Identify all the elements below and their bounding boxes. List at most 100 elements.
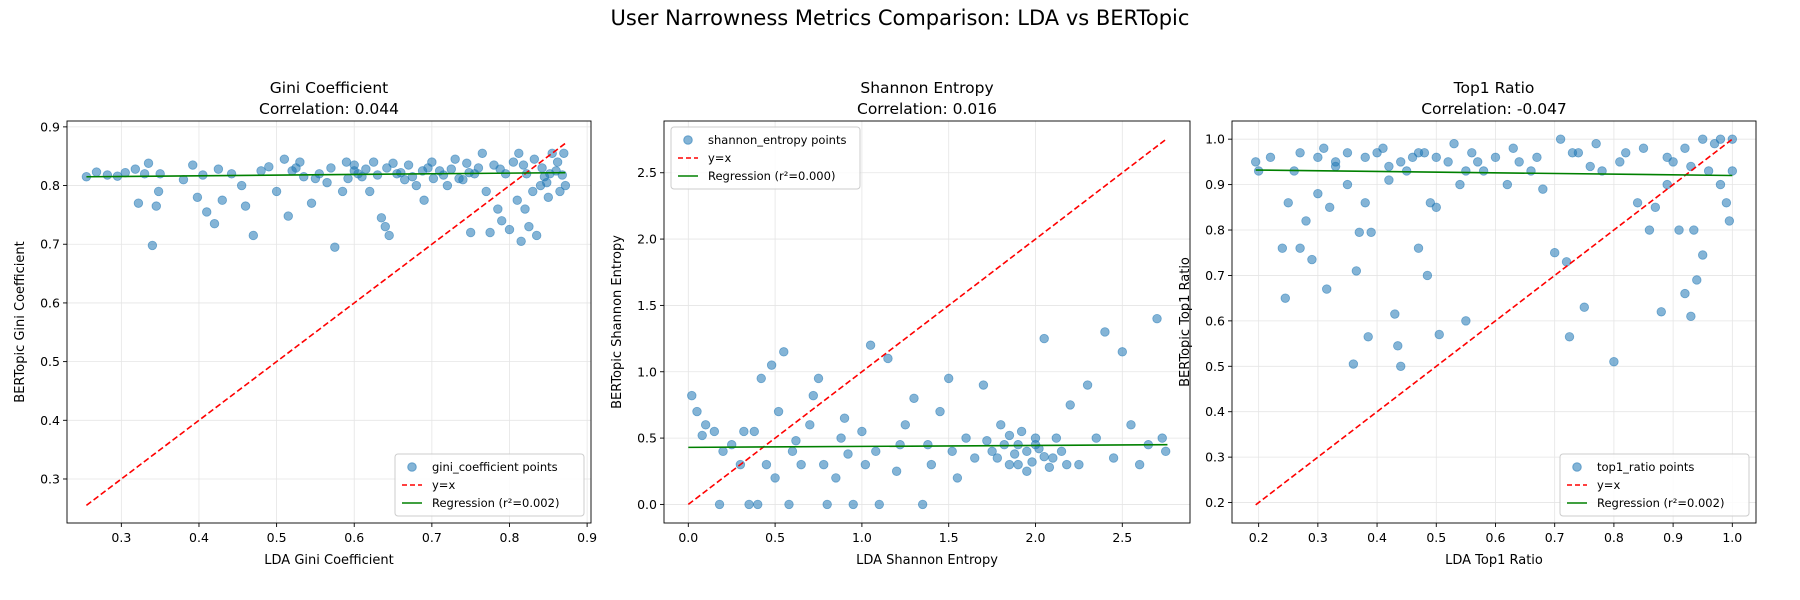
shannon-data-point <box>1051 433 1062 443</box>
top1-x-tick-label: 0.8 <box>1604 530 1624 545</box>
shannon-data-point <box>1152 313 1162 324</box>
gini-data-point <box>279 154 290 164</box>
gini-data-point <box>529 154 540 164</box>
gini-y-axis-label: BERTopic Gini Coefficient <box>13 241 28 402</box>
shannon-data-point <box>1013 440 1023 450</box>
shannon-data-point <box>1016 426 1027 437</box>
top1-data-point <box>1378 143 1388 153</box>
gini-data-point <box>240 201 251 211</box>
gini-data-point <box>384 230 394 241</box>
top1-data-point <box>1579 302 1589 312</box>
top1-data-point <box>1478 166 1489 176</box>
shannon-data-point <box>1065 400 1075 410</box>
gini-data-point <box>521 169 532 179</box>
gini-data-point <box>520 204 530 214</box>
top1-data-point <box>1573 148 1584 158</box>
shannon-axes-frame <box>663 120 1191 524</box>
shannon-data-point <box>891 466 902 476</box>
gini-data-point <box>516 236 526 247</box>
shannon-legend: shannon_entropy points y=x Regression (r²=… <box>670 126 861 190</box>
shannon-data-point <box>839 413 850 423</box>
top1-data-point <box>1532 152 1542 163</box>
gini-data-point <box>518 160 529 170</box>
top1-x-tick-label: 1.0 <box>1722 530 1742 545</box>
shannon-data-point <box>1134 459 1145 470</box>
top1-data-point <box>1322 284 1332 294</box>
shannon-data-point <box>1004 459 1015 470</box>
gini-data-point <box>419 195 429 205</box>
shannon-x-tick-label: 1.5 <box>939 530 959 545</box>
top1-data-point <box>1724 216 1735 226</box>
gini-data-point <box>143 158 154 168</box>
shannon-title: Shannon Entropy <box>860 79 993 97</box>
shannon-data-point <box>923 440 933 450</box>
shannon-data-point <box>992 453 1003 463</box>
gini-data-point <box>256 166 266 176</box>
gini-data-point <box>295 157 305 167</box>
shannon-correlation: Correlation: 0.016 <box>857 100 997 118</box>
top1-data-point <box>1307 254 1317 265</box>
gini-data-point <box>545 169 555 179</box>
top1-data-point <box>1348 359 1359 369</box>
shannon-data-point <box>718 446 728 457</box>
top1-data-point <box>1680 143 1690 153</box>
gini-data-point <box>497 216 507 226</box>
top1-data-point <box>1689 225 1699 235</box>
gini-plot-area <box>81 142 571 507</box>
top1-data-point <box>1384 175 1394 185</box>
figure-title: User Narrowness Metrics Comparison: LDA … <box>610 6 1190 30</box>
top1-y-tick-label: 0.8 <box>1205 223 1225 238</box>
gini-identity-line <box>85 142 566 507</box>
top1-x-tick-label: 0.2 <box>1249 530 1269 545</box>
gini-x-tick-label: 0.6 <box>344 530 364 545</box>
shannon-y-tick-label: 1.0 <box>637 364 657 379</box>
gini-legend-label: y=x <box>432 478 455 492</box>
shannon-data-point <box>987 446 997 457</box>
top1-data-point <box>1461 316 1471 326</box>
shannon-data-point <box>900 420 911 430</box>
gini-data-point <box>306 198 317 208</box>
shannon-x-tick-label: 2.5 <box>1112 530 1132 545</box>
gini-legend-marker-points <box>407 462 417 472</box>
top1-data-point <box>1692 275 1702 285</box>
gini-y-tick-label: 0.9 <box>40 119 60 134</box>
shannon-data-point <box>865 340 876 350</box>
gini-data-point <box>504 224 515 235</box>
shannon-data-point <box>1074 459 1084 470</box>
top1-x-tick-label: 0.5 <box>1426 530 1446 545</box>
top1-data-point <box>1656 307 1666 317</box>
shannon-legend-box <box>670 126 861 190</box>
top1-x-tick-label: 0.4 <box>1367 530 1387 545</box>
top1-plot-area <box>1250 134 1738 506</box>
gini-legend-label: Regression (r²=0.002) <box>432 496 559 510</box>
top1-y-tick-label: 0.7 <box>1205 268 1225 283</box>
shannon-data-point <box>714 499 725 510</box>
shannon-y-tick-label: 0.5 <box>637 431 657 446</box>
gini-data-point <box>559 148 569 158</box>
shannon-data-point <box>999 440 1009 450</box>
shannon-x-tick-label: 0.0 <box>678 530 698 545</box>
gini-data-point <box>368 157 379 167</box>
gini-data-point <box>450 154 460 164</box>
top1-y-tick-label: 0.2 <box>1205 495 1225 510</box>
top1-legend-label: top1_ratio points <box>1597 460 1694 474</box>
shannon-data-point <box>773 406 784 417</box>
top1-data-point <box>1354 227 1364 237</box>
top1-data-point <box>1644 225 1655 235</box>
top1-regression-line <box>1255 169 1733 177</box>
shannon-data-point <box>749 426 759 437</box>
top1-data-point <box>1502 179 1513 190</box>
gini-data-point <box>147 240 158 251</box>
gini-data-point <box>543 192 554 202</box>
shannon-y-tick-label: 1.5 <box>637 298 657 313</box>
shannon-data-point <box>935 406 945 417</box>
gini-data-point <box>454 173 464 184</box>
top1-data-point <box>1674 225 1684 235</box>
shannon-data-point <box>1056 446 1067 457</box>
shannon-data-point <box>753 499 763 510</box>
gini-x-tick-label: 0.9 <box>577 530 597 545</box>
top1-data-point <box>1461 166 1471 176</box>
top1-y-tick-label: 0.9 <box>1205 177 1225 192</box>
top1-data-point <box>1686 311 1696 322</box>
